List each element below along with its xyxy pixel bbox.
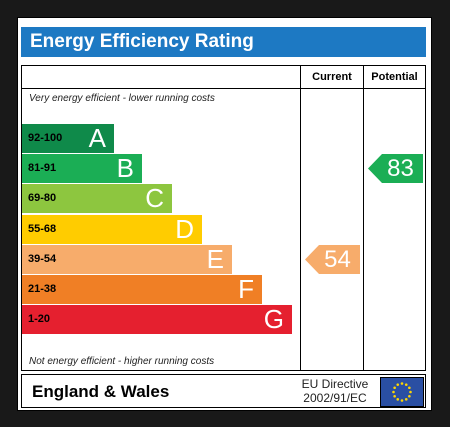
- region-label: England & Wales: [32, 382, 170, 401]
- eu-star: [392, 390, 395, 394]
- current-column-divider: [300, 66, 301, 370]
- band-letter: A: [88, 123, 106, 153]
- eu-star: [404, 383, 408, 386]
- potential-rating-arrow: 83: [368, 154, 423, 183]
- eu-directive-line2: 2002/91/EC: [303, 391, 367, 405]
- band-letter: E: [206, 244, 224, 274]
- current-column-header: Current: [312, 71, 352, 83]
- band-letter: B: [116, 153, 134, 183]
- band-letter: C: [145, 183, 164, 213]
- chart-title: Energy Efficiency Rating: [21, 27, 426, 57]
- band-a: 92-100 A: [22, 124, 114, 153]
- band-range: 92-100: [28, 132, 63, 144]
- eu-star: [393, 386, 396, 390]
- band-range: 69-80: [28, 192, 57, 204]
- band-d: 55-68 D: [22, 215, 202, 244]
- band-range: 55-68: [28, 223, 57, 235]
- band-e: 39-54 E: [22, 245, 232, 274]
- eu-star: [393, 394, 396, 398]
- energy-rating-panel: Energy Efficiency Rating Current Potenti…: [17, 17, 432, 411]
- band-letter: D: [175, 214, 194, 244]
- eu-star: [400, 399, 404, 402]
- eu-star: [400, 382, 404, 385]
- eu-flag-stars: [392, 382, 412, 402]
- current-rating-value: 54: [324, 246, 351, 273]
- potential-rating-value: 83: [387, 155, 414, 182]
- top-note: Very energy efficient - lower running co…: [29, 93, 215, 104]
- band-b: 81-91 B: [22, 154, 142, 183]
- rating-grid: Current Potential Very energy efficient …: [21, 65, 426, 371]
- eu-star: [408, 394, 411, 398]
- bottom-note: Not energy efficient - higher running co…: [29, 356, 215, 367]
- potential-column-divider: [363, 66, 364, 370]
- band-range: 39-54: [28, 253, 57, 265]
- eu-star: [409, 390, 412, 394]
- eu-directive-line1: EU Directive: [301, 377, 369, 391]
- header-divider: [22, 88, 425, 89]
- eu-star: [408, 386, 411, 390]
- band-g: 1-20 G: [22, 305, 292, 334]
- eu-flag-icon: [380, 377, 424, 407]
- band-range: 21-38: [28, 283, 57, 295]
- band-f: 21-38 F: [22, 275, 262, 304]
- band-c: 69-80 C: [22, 184, 172, 213]
- eu-star: [396, 383, 400, 386]
- eu-directive-label: EU Directive 2002/91/EC: [294, 377, 376, 405]
- current-rating-arrow: 54: [305, 245, 360, 274]
- potential-column-header: Potential: [371, 71, 418, 83]
- band-letter: G: [263, 304, 284, 334]
- eu-star: [396, 398, 400, 401]
- band-letter: F: [238, 274, 254, 304]
- eu-star: [404, 398, 408, 401]
- band-range: 81-91: [28, 162, 57, 174]
- band-range: 1-20: [28, 313, 51, 325]
- footer: England & Wales EU Directive 2002/91/EC: [21, 374, 426, 408]
